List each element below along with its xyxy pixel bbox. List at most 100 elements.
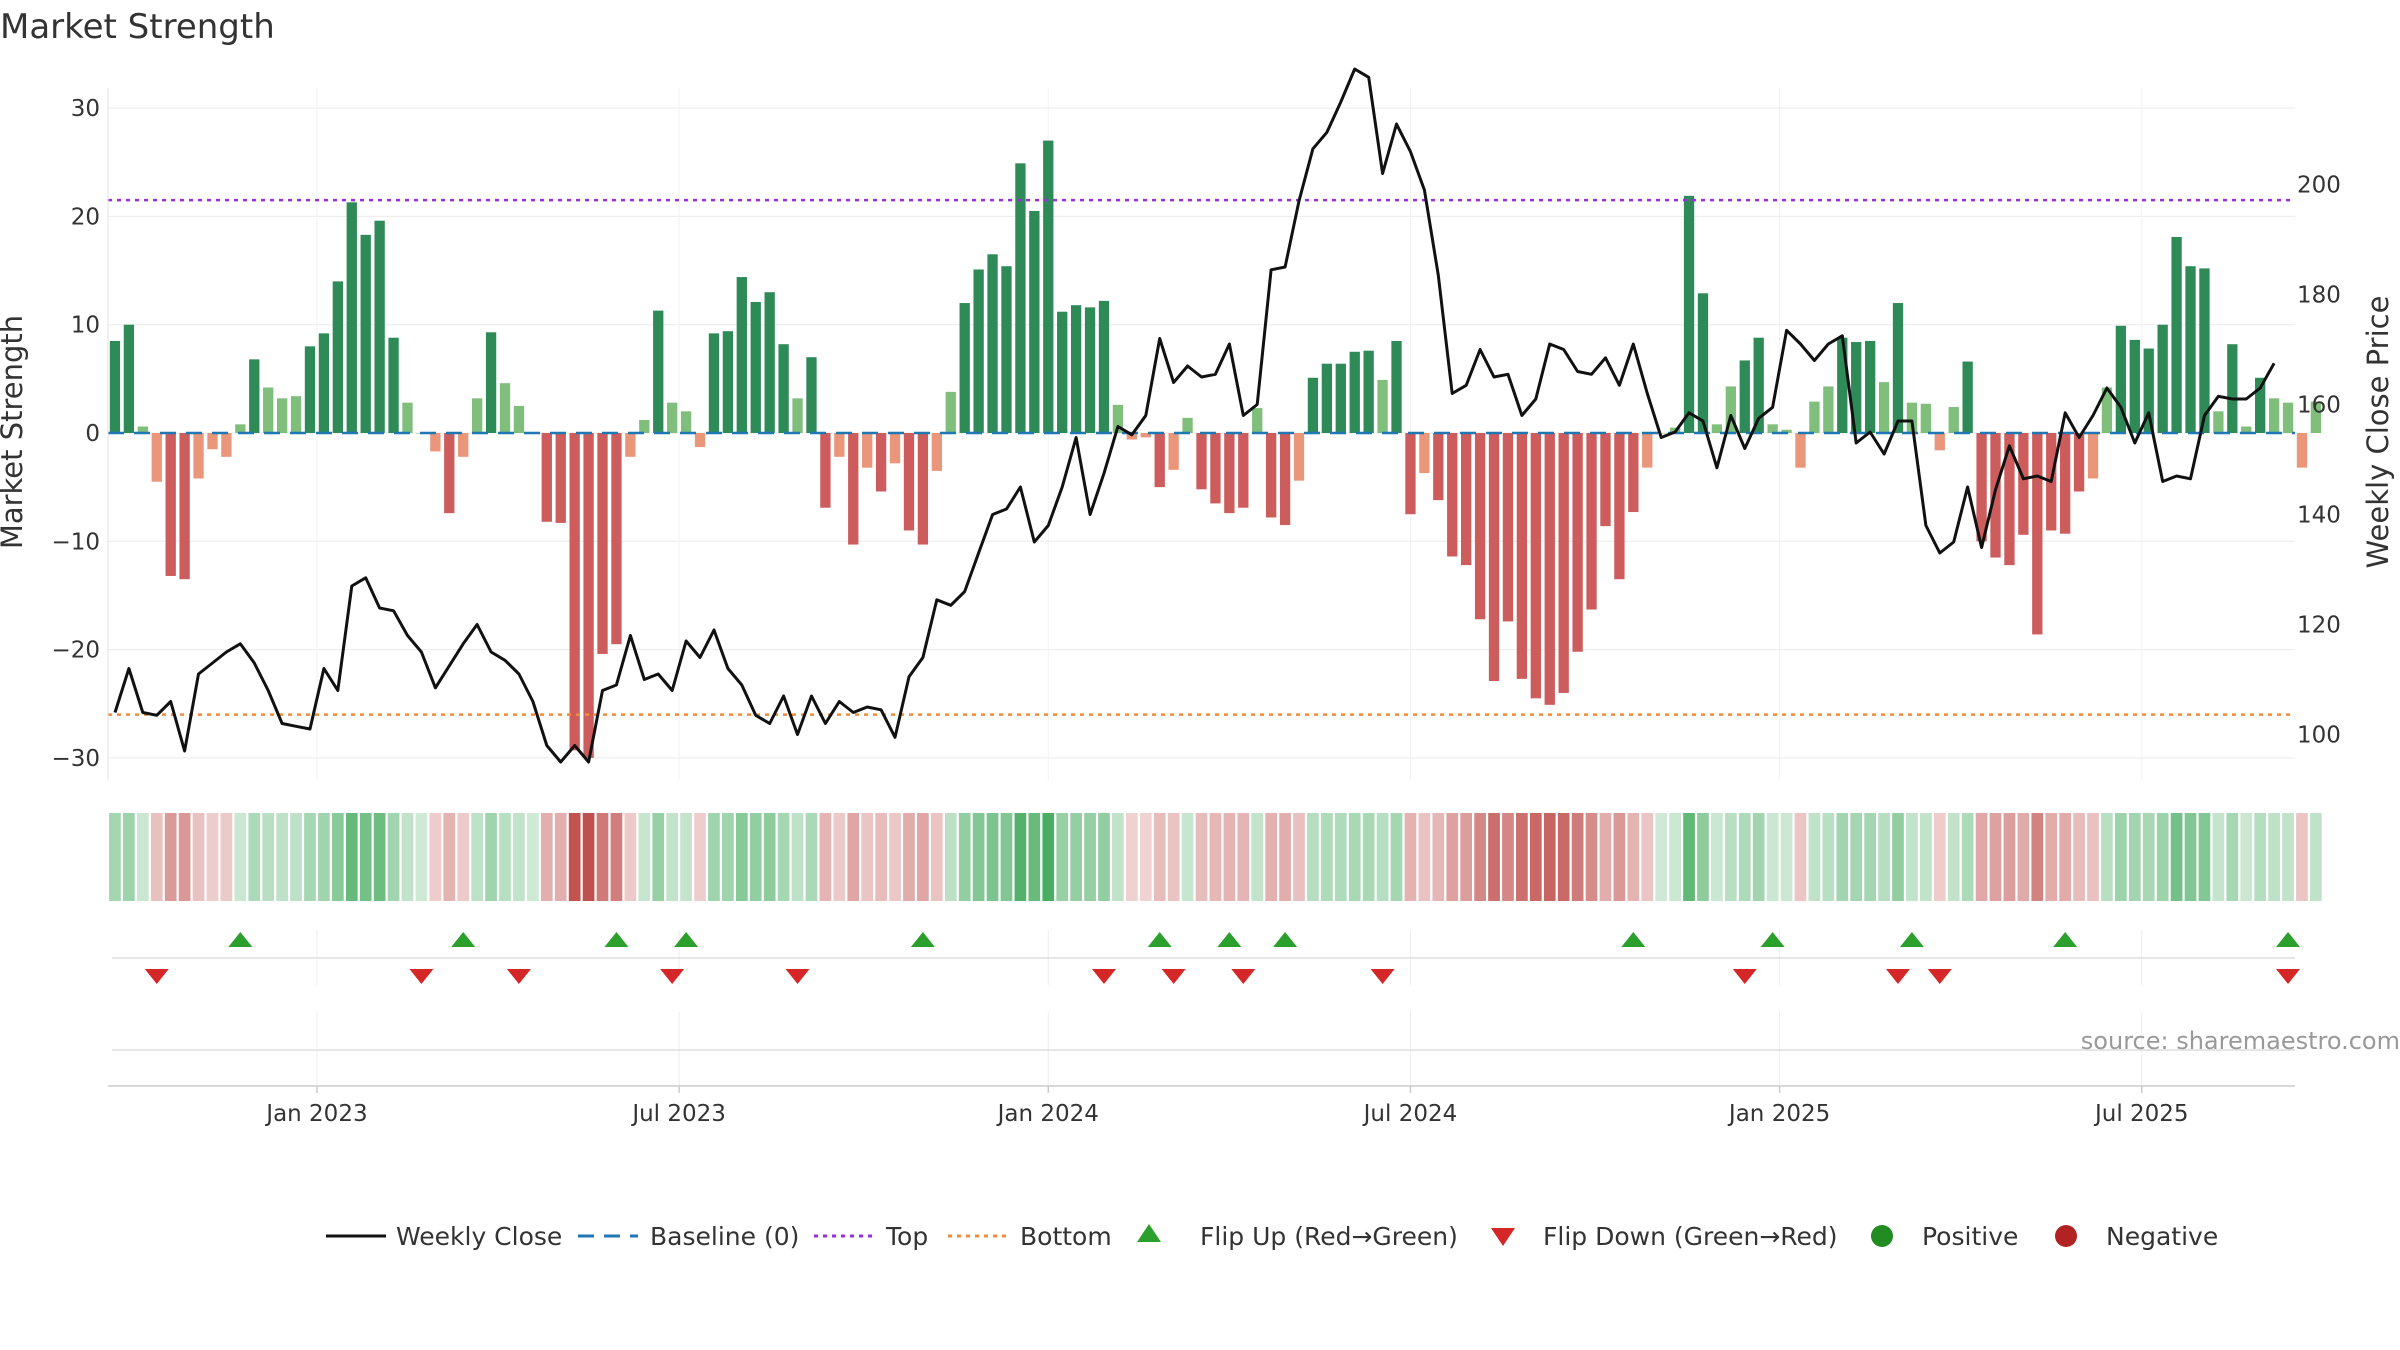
strength-bars: [109, 140, 2322, 758]
strength-bar: [249, 359, 260, 433]
strength-bar: [639, 420, 650, 433]
strength-bar: [1001, 266, 1012, 433]
strength-bar: [2032, 433, 2043, 635]
heat-cell: [889, 813, 901, 901]
strength-bar: [235, 424, 246, 433]
strength-bar: [1307, 377, 1319, 433]
strength-bar: [945, 391, 956, 433]
y-left-tick-label: 0: [85, 421, 100, 447]
strength-bar: [569, 433, 580, 751]
heat-cell: [248, 813, 261, 901]
heat-cell: [1683, 813, 1695, 901]
strength-bar: [708, 333, 720, 433]
y-right-tick-label: 200: [2297, 173, 2341, 199]
flip-down-marker: [785, 969, 810, 984]
strength-bar: [834, 433, 845, 457]
strength-bar: [1976, 433, 1987, 542]
heat-cell: [986, 813, 999, 901]
strength-bar: [499, 383, 511, 433]
heat-cell: [1042, 813, 1055, 901]
strength-bar: [388, 337, 399, 433]
y-left-tick-label: −10: [51, 529, 100, 555]
strength-bar: [2282, 402, 2294, 433]
heat-cell: [1989, 813, 2002, 901]
strength-bar: [1683, 195, 1695, 433]
strength-bar: [1447, 433, 1458, 557]
heat-cell: [2017, 813, 2030, 901]
strength-bar: [1474, 433, 1486, 620]
strength-bar: [1572, 433, 1583, 652]
heat-cell: [1334, 813, 1347, 901]
strength-bar: [959, 303, 970, 433]
strength-bar: [1029, 210, 1040, 433]
strength-bar: [1433, 433, 1444, 501]
heat-cell: [1488, 813, 1500, 901]
heat-cell: [1808, 813, 1821, 901]
strength-bar: [1098, 300, 1110, 433]
flip-down-marker: [1231, 969, 1256, 984]
heat-cell: [499, 813, 511, 901]
heat-cell: [345, 813, 358, 901]
strength-bar: [1154, 433, 1165, 488]
heat-cell: [1112, 813, 1124, 901]
heat-cell: [2170, 813, 2183, 901]
strength-bar: [611, 433, 622, 645]
strength-bar: [931, 433, 942, 471]
legend-positive-icon: [1871, 1225, 1893, 1247]
strength-bar: [1043, 140, 1054, 433]
heat-cell: [2268, 813, 2280, 901]
heat-cell: [2031, 813, 2044, 901]
heat-cell: [1070, 813, 1082, 901]
strength-bar: [764, 292, 775, 433]
heat-cell: [1975, 813, 1988, 901]
heat-cell: [2310, 813, 2322, 901]
heat-cell: [1864, 813, 1876, 901]
heat-cell: [471, 813, 483, 901]
weekly-close-line: [113, 67, 2276, 764]
strength-bar: [1502, 433, 1514, 622]
strength-bar: [1739, 360, 1750, 433]
strength-bar: [889, 433, 901, 464]
strength-bar: [917, 433, 929, 545]
strength-bar: [862, 433, 873, 468]
strength-bar: [597, 433, 608, 654]
strength-bar: [1238, 433, 1249, 508]
heat-cell: [2198, 813, 2211, 901]
heat-cell: [1794, 813, 1807, 901]
heat-cell: [1098, 813, 1110, 901]
heat-cell: [2282, 813, 2294, 901]
strength-bar: [179, 433, 190, 580]
strength-bar: [123, 324, 135, 433]
strength-bar: [1210, 433, 1221, 504]
heat-cell: [735, 813, 748, 901]
legend-negative-icon: [2055, 1225, 2077, 1247]
heat-cell: [178, 813, 191, 901]
strength-bar: [402, 402, 413, 433]
heat-cell: [2087, 813, 2099, 901]
heat-cell: [1669, 813, 1681, 901]
strength-bar: [1279, 433, 1291, 526]
strength-bar: [1363, 350, 1374, 433]
flip-up-marker: [674, 932, 699, 947]
heat-cell: [1195, 813, 1208, 901]
heat-cell: [1265, 813, 1278, 901]
heat-cell: [777, 813, 790, 901]
strength-bar: [137, 426, 148, 433]
heat-cell: [1892, 813, 1904, 901]
strength-bar: [1391, 340, 1402, 433]
strength-bar: [1349, 351, 1360, 433]
strength-bar: [1015, 163, 1026, 433]
heat-cell: [680, 813, 692, 901]
heat-cell: [387, 813, 400, 901]
legend-flip-up: Flip Up (Red→Green): [1200, 1222, 1458, 1251]
heat-cell: [2059, 813, 2072, 901]
heat-cell: [833, 813, 846, 901]
strength-bar: [1419, 433, 1430, 474]
strength-bar: [680, 411, 692, 433]
strength-bar: [1461, 433, 1472, 566]
flip-up-marker: [2276, 932, 2301, 947]
legend-flip-down-icon: [1491, 1228, 1515, 1246]
strength-bar: [2087, 433, 2099, 479]
strength-bar: [2310, 401, 2322, 433]
